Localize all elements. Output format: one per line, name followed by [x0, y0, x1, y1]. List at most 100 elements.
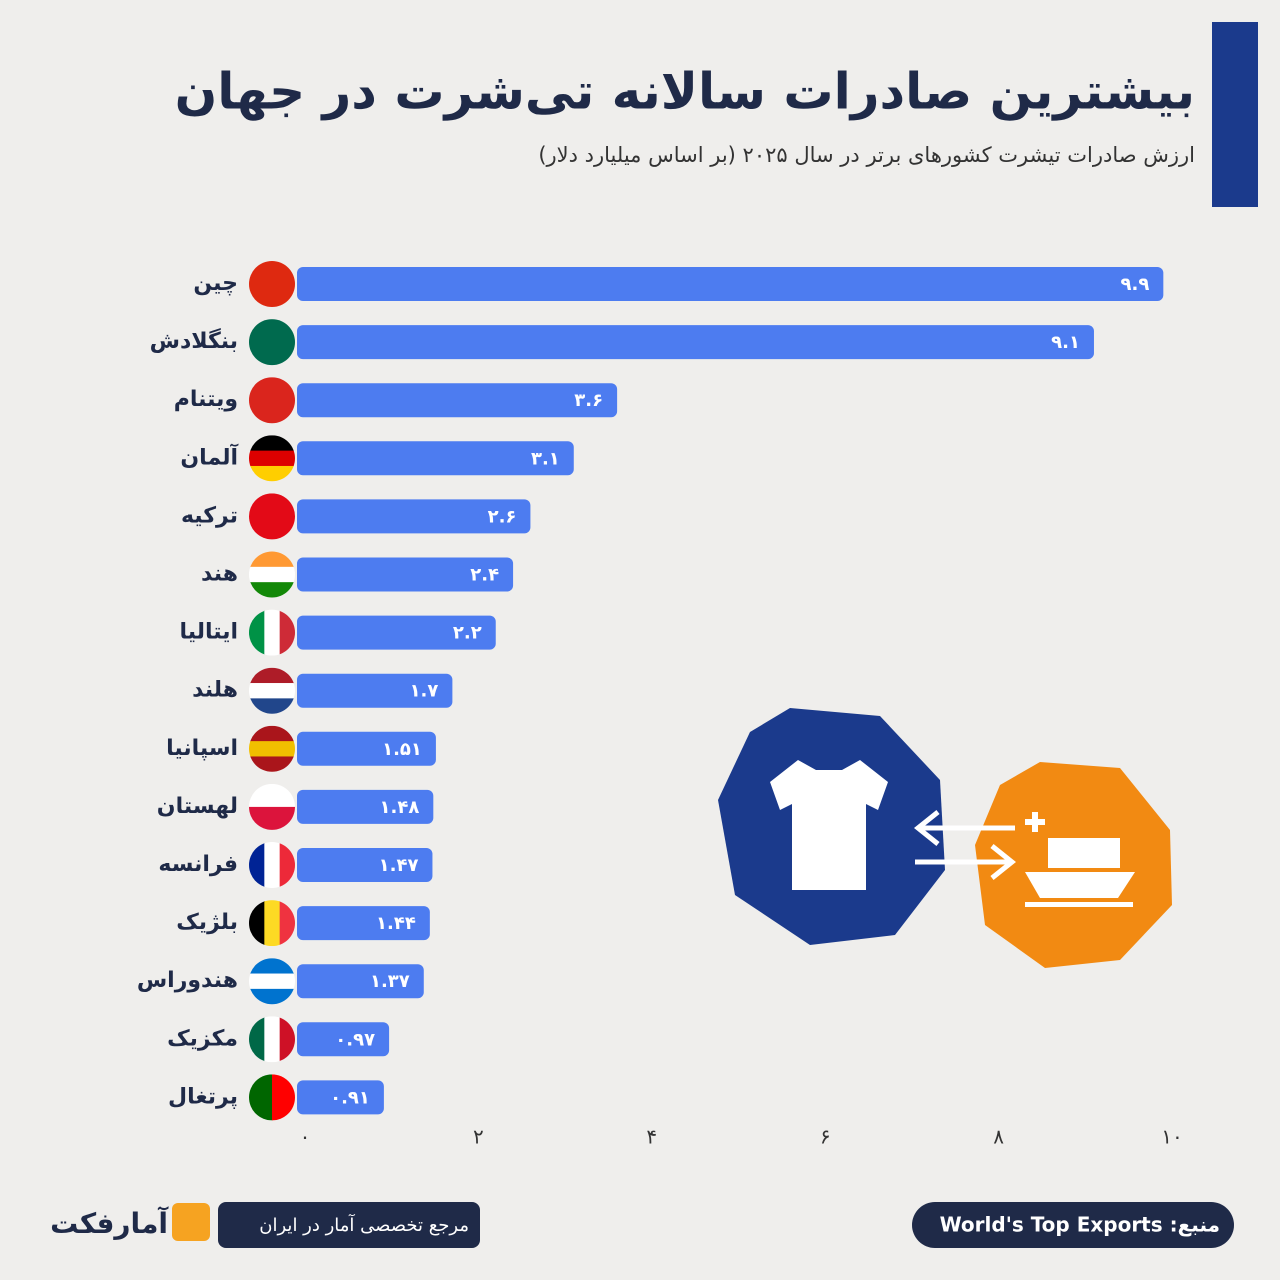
x-tick-label: ۴	[646, 1125, 657, 1149]
category-label: هندوراس	[137, 968, 238, 993]
flag-stripe	[249, 667, 295, 684]
bar	[297, 499, 531, 534]
flag	[249, 667, 295, 714]
flag-stripe	[249, 842, 265, 888]
flag	[249, 1016, 295, 1063]
shirt-icon	[770, 760, 888, 890]
value-label: ۹.۹	[1121, 274, 1150, 295]
category-label: چین	[193, 271, 238, 296]
footer: آمارفکت مرجع تخصصی آمار در ایران منبع: W…	[50, 1202, 1234, 1248]
flag-stripe	[249, 973, 295, 990]
value-label: ۲.۴	[470, 565, 499, 586]
logo-mark	[172, 1203, 210, 1241]
category-label: هند	[201, 562, 238, 587]
flag	[249, 261, 295, 307]
value-label: ۱.۴۷	[379, 855, 419, 876]
flag	[249, 783, 295, 830]
flag-stripe	[249, 988, 295, 1005]
bar	[297, 789, 434, 824]
tagline-pill	[218, 1202, 480, 1248]
x-tick-label: ۸	[993, 1125, 1004, 1149]
flag-stripe	[249, 806, 295, 830]
flag-stripe	[264, 609, 281, 656]
flag-stripe	[249, 582, 295, 598]
flag-stripe	[249, 493, 295, 540]
flag-stripe	[249, 551, 295, 568]
flag-stripe	[264, 842, 281, 888]
value-label: ۳.۶	[574, 390, 603, 411]
flag-stripe	[279, 900, 295, 947]
ship-icon	[1025, 812, 1135, 907]
flag-stripe	[264, 900, 281, 947]
flag	[249, 958, 295, 1005]
category-label: آلمان	[180, 442, 238, 470]
flag-stripe	[249, 725, 295, 742]
flag-stripe	[279, 609, 295, 656]
exchange-arrows	[913, 810, 1017, 880]
value-label: ۳.۱	[531, 448, 560, 469]
flag	[249, 377, 295, 424]
flag-stripe	[249, 756, 295, 772]
category-label: بلژیک	[176, 910, 238, 935]
bar	[297, 1022, 390, 1057]
flag	[249, 900, 295, 947]
category-label: بنگلادش	[150, 327, 238, 354]
flag-stripe	[249, 435, 295, 452]
flag-stripe	[279, 1016, 295, 1063]
flag-stripe	[249, 261, 295, 307]
flag-stripe	[249, 741, 295, 757]
x-tick-label: ۱۰	[1161, 1125, 1182, 1149]
bar	[297, 906, 430, 941]
value-label: ۲.۲	[453, 623, 482, 644]
flag-stripe	[249, 783, 295, 808]
flag-stripe	[249, 319, 295, 366]
value-label: ۱.۳۷	[370, 971, 410, 992]
flag	[249, 609, 295, 656]
source: منبع: World's Top Exports	[940, 1213, 1220, 1237]
flag-stripe	[249, 377, 295, 424]
bar	[297, 731, 436, 766]
bar	[297, 267, 1164, 301]
flag-stripe	[249, 698, 295, 714]
category-label: پرتغال	[168, 1084, 238, 1109]
category-label: ویتنام	[174, 387, 238, 412]
flag-stripe	[249, 566, 295, 583]
value-label: ۰.۹۱	[330, 1087, 370, 1108]
illustration	[718, 708, 1172, 968]
category-label: ایتالیا	[179, 620, 238, 645]
chart-title: بیشترین صادرات سالانه تی‌شرت در جهان	[175, 63, 1195, 122]
bar	[297, 673, 453, 708]
bar	[297, 615, 496, 650]
flag-stripe	[279, 842, 295, 888]
accent-bar	[1212, 22, 1258, 207]
category-label: ترکیه	[181, 503, 238, 528]
flag-stripe	[249, 1074, 273, 1121]
flag	[249, 319, 295, 366]
source-pill	[912, 1202, 1234, 1248]
x-tick-label: ۲	[473, 1125, 484, 1149]
bar	[297, 325, 1094, 360]
bar	[297, 964, 424, 999]
flag-stripe	[272, 1074, 295, 1121]
flag	[249, 1074, 295, 1121]
flag	[249, 725, 295, 772]
flag-stripe	[264, 1016, 281, 1063]
flag-stripe	[249, 958, 295, 975]
flag-stripe	[249, 609, 265, 656]
flag-stripe	[249, 683, 295, 699]
tagline: مرجع تخصصی آمار در ایران	[259, 1213, 469, 1236]
bar	[297, 1080, 384, 1115]
brand: آمارفکت	[50, 1206, 169, 1240]
value-label: ۹.۱	[1051, 332, 1080, 353]
value-label: ۰.۹۷	[335, 1029, 375, 1050]
value-label: ۱.۴۸	[380, 797, 420, 818]
bar	[297, 848, 433, 882]
flag-stripe	[249, 465, 295, 482]
flag-stripe	[249, 1016, 265, 1063]
flag	[249, 435, 295, 482]
x-tick-label: ۰	[300, 1125, 311, 1149]
category-label: لهستان	[157, 794, 238, 819]
flag	[249, 551, 295, 598]
category-label: مکزیک	[167, 1026, 238, 1051]
